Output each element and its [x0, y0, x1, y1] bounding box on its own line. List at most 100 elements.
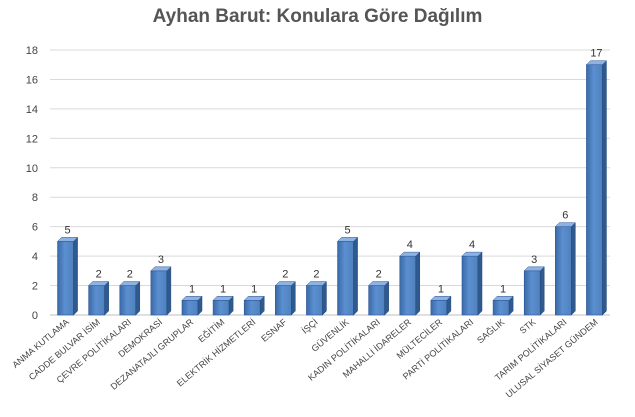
- bar-group: [523, 266, 545, 316]
- data-label: 2: [313, 269, 319, 281]
- bar-group: [56, 236, 79, 316]
- bar-top: [119, 281, 141, 286]
- data-label: 1: [220, 283, 226, 295]
- data-label: 1: [189, 283, 195, 295]
- bar-group: [399, 251, 421, 316]
- y-tick-label: 10: [26, 163, 38, 175]
- bar-top: [243, 296, 265, 301]
- bar-group: [212, 295, 234, 316]
- bar: [306, 285, 323, 316]
- bar-group: [430, 295, 452, 316]
- x-tick-label: ESNAF: [259, 317, 289, 344]
- bar-group: [243, 295, 265, 316]
- bar-top: [56, 237, 79, 242]
- bar-top: [368, 281, 390, 286]
- y-tick-label: 14: [26, 104, 38, 116]
- bar-top: [523, 266, 545, 272]
- bar-top: [461, 251, 483, 257]
- bar: [523, 270, 541, 316]
- bar: [243, 299, 261, 316]
- data-label: 2: [96, 269, 102, 281]
- bar: [181, 299, 199, 316]
- data-label: 17: [590, 48, 602, 60]
- bar: [461, 255, 479, 316]
- bar-side: [539, 266, 545, 316]
- bar-top: [492, 296, 514, 301]
- data-label: 6: [562, 210, 568, 222]
- bar-side: [415, 251, 421, 316]
- bar-top: [150, 266, 172, 272]
- bar: [212, 299, 230, 316]
- data-label: 2: [282, 269, 288, 281]
- bar-top: [181, 296, 203, 301]
- y-tick-label: 8: [32, 192, 38, 204]
- bar: [430, 299, 448, 316]
- bar: [368, 285, 385, 316]
- data-label: 1: [438, 283, 444, 295]
- bar: [57, 241, 74, 316]
- bar: [399, 255, 417, 316]
- bar-group: [274, 280, 296, 316]
- bar-top: [88, 281, 110, 286]
- bar-side: [477, 251, 483, 316]
- data-label: 3: [158, 254, 164, 266]
- bar-group: [585, 60, 608, 316]
- bar: [586, 64, 603, 316]
- bar: [88, 285, 105, 316]
- bar: [337, 241, 354, 316]
- bar-group: [461, 251, 483, 316]
- bar: [150, 270, 168, 316]
- bar-group: [119, 280, 141, 316]
- x-tick-label: SAĞLIK: [475, 317, 506, 346]
- data-label: 5: [64, 224, 70, 236]
- data-label: 1: [251, 283, 257, 295]
- bar-group: [492, 295, 514, 316]
- data-label: 2: [127, 269, 133, 281]
- bar-top: [430, 296, 452, 301]
- bar-group: [554, 222, 576, 316]
- bar-top: [554, 222, 576, 227]
- bar-top: [336, 237, 359, 242]
- y-tick-label: 12: [26, 133, 38, 145]
- bar-side: [353, 236, 358, 316]
- bar-side: [73, 236, 78, 316]
- bar-group: [88, 280, 110, 316]
- bar-side: [166, 266, 172, 316]
- bar-group: [181, 295, 203, 316]
- data-label: 4: [469, 239, 475, 251]
- bar-top: [399, 251, 421, 257]
- bar-group: [150, 266, 172, 316]
- bar-top: [212, 296, 234, 301]
- y-tick-label: 4: [32, 251, 38, 263]
- y-tick-label: 2: [32, 281, 38, 293]
- bar-side: [291, 280, 296, 316]
- data-label: 3: [531, 254, 537, 266]
- data-label: 1: [500, 283, 506, 295]
- bar: [555, 226, 572, 316]
- bar: [275, 285, 292, 316]
- data-label: 4: [407, 239, 413, 251]
- y-tick-label: 0: [32, 310, 38, 322]
- x-tick-label: STK: [518, 317, 538, 336]
- y-tick-label: 16: [26, 74, 38, 86]
- bar-side: [322, 280, 327, 316]
- data-label: 5: [344, 224, 350, 236]
- bar-top: [585, 60, 608, 65]
- y-tick-label: 6: [32, 222, 38, 234]
- bar-side: [602, 60, 607, 316]
- bar: [119, 285, 137, 316]
- data-label: 2: [376, 269, 382, 281]
- chart-title: Ayhan Barut: Konulara Göre Dağılım: [152, 6, 483, 27]
- bar-group: [336, 236, 359, 316]
- bar-side: [384, 280, 389, 316]
- x-tick-label: İŞÇİ: [300, 317, 320, 336]
- y-tick-label: 18: [26, 45, 38, 57]
- bar-group: [368, 280, 390, 316]
- bar-group: [305, 280, 328, 316]
- bar-side: [135, 280, 141, 316]
- bar: [492, 299, 510, 316]
- bar-top: [305, 281, 328, 286]
- bar-side: [571, 222, 576, 316]
- bar-top: [274, 281, 296, 286]
